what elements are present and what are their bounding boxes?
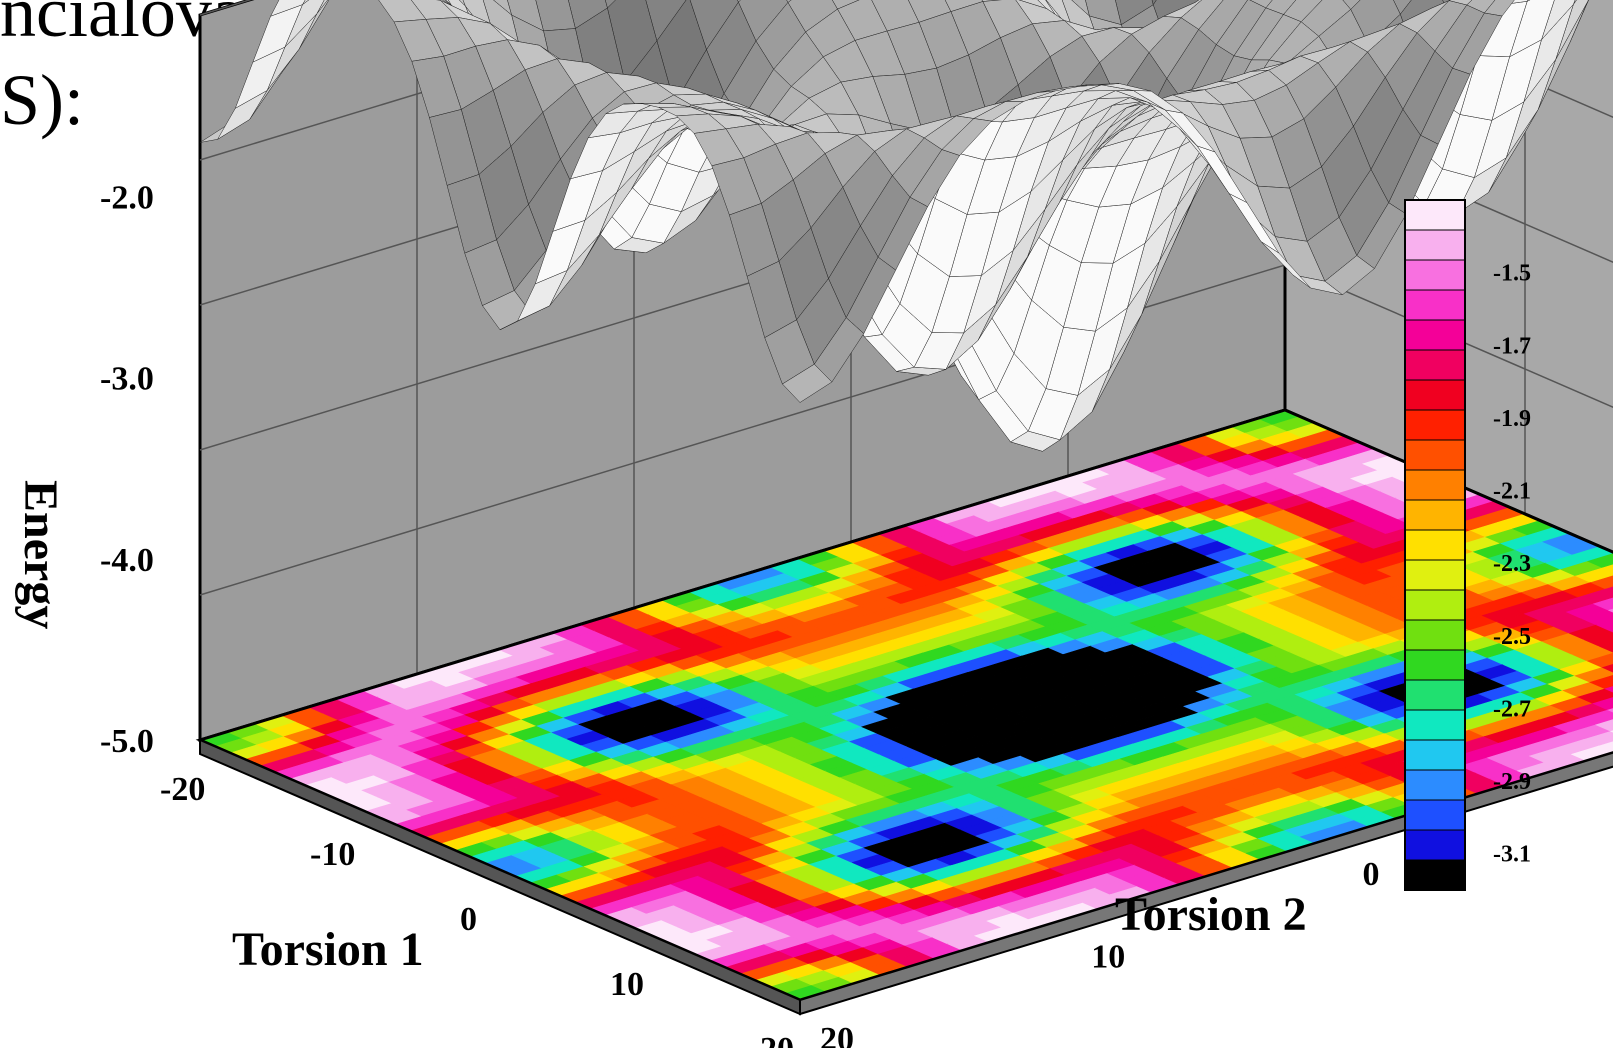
x-tick-label: 20 bbox=[760, 1031, 794, 1048]
x-tick-label: 10 bbox=[610, 966, 644, 1003]
floor-cell bbox=[1595, 619, 1613, 632]
colorbar-tick-label: -1.9 bbox=[1493, 406, 1531, 432]
floor-cell bbox=[1574, 667, 1613, 683]
floor-cell bbox=[1574, 567, 1613, 583]
colorbar-segment bbox=[1404, 409, 1466, 441]
colorbar-segment bbox=[1404, 289, 1466, 321]
colorbar-tick-label: -2.3 bbox=[1493, 551, 1531, 577]
floor-cell bbox=[1604, 686, 1613, 693]
floor-cell bbox=[1589, 575, 1613, 590]
y-tick-label: 20 bbox=[820, 1021, 854, 1048]
colorbar-tick-label: -1.5 bbox=[1493, 261, 1531, 287]
floor-cell bbox=[1604, 586, 1613, 593]
z-tick-label: -3.0 bbox=[100, 361, 154, 398]
ylabel-torsion-2: Torsion 2 bbox=[1115, 888, 1307, 941]
colorbar-segment bbox=[1404, 769, 1466, 801]
floor-cell bbox=[1598, 641, 1613, 653]
axis-labels: Torsion 1 Torsion 2 Energy bbox=[14, 480, 1307, 976]
floor-cell bbox=[1592, 697, 1613, 711]
colorbar-segment bbox=[1404, 319, 1466, 351]
floor-cell bbox=[1589, 674, 1613, 690]
colorbar-tick-label: -2.1 bbox=[1493, 479, 1531, 505]
colorbar-segment bbox=[1404, 619, 1466, 651]
colorbar-segment bbox=[1404, 499, 1466, 531]
colorbar-segment bbox=[1404, 199, 1466, 231]
surface-cell bbox=[604, 0, 616, 9]
colorbar-frame bbox=[1404, 199, 1466, 891]
colorbar-tick-label: -1.7 bbox=[1493, 333, 1531, 359]
colorbar-segment bbox=[1404, 859, 1466, 891]
floor-cell bbox=[1570, 745, 1613, 762]
floor-cell bbox=[1587, 553, 1613, 569]
zlabel-energy: Energy bbox=[14, 480, 67, 629]
colorbar-segment bbox=[1404, 589, 1466, 621]
floor-cell bbox=[1577, 588, 1613, 605]
colorbar-segment bbox=[1404, 229, 1466, 261]
y-tick-label: 10 bbox=[1091, 939, 1125, 976]
floor-cell bbox=[1607, 608, 1613, 613]
surface-cell bbox=[782, 363, 833, 403]
energy-surface bbox=[199, 0, 1589, 452]
colorbar-segment bbox=[1404, 649, 1466, 681]
z-tick-label: -5.0 bbox=[100, 723, 154, 760]
floor-cell bbox=[1583, 631, 1613, 647]
floor-cell bbox=[1586, 652, 1613, 668]
colorbar-segment bbox=[1404, 709, 1466, 741]
floor-cell bbox=[1580, 709, 1613, 726]
x-tick-label: -20 bbox=[160, 771, 205, 808]
x-tick-label: 0 bbox=[460, 901, 477, 938]
colorbar: -1.5 -1.7 -1.9 -2.1 -2.3 -2.5 -2.7 -2.9 -3.1 bbox=[1404, 199, 1531, 891]
colorbar-segment bbox=[1404, 529, 1466, 561]
floor-cell bbox=[1595, 719, 1613, 732]
floor-cell bbox=[1580, 609, 1613, 626]
floor-cell bbox=[1572, 546, 1613, 562]
colorbar-segment bbox=[1404, 559, 1466, 591]
colorbar-segment bbox=[1404, 439, 1466, 471]
surface-cell bbox=[1573, 0, 1577, 5]
colorbar-segment bbox=[1404, 799, 1466, 831]
colorbar-segment bbox=[1404, 469, 1466, 501]
xlabel-torsion-1: Torsion 1 bbox=[232, 923, 424, 976]
z-tick-label: -4.0 bbox=[100, 542, 154, 579]
floor-cell bbox=[1592, 597, 1613, 611]
floor-cell bbox=[1601, 663, 1613, 673]
surface-cell bbox=[270, 0, 306, 17]
colorbar-segment bbox=[1404, 379, 1466, 411]
floor-cell bbox=[1607, 708, 1613, 713]
z-tick-label: -2.0 bbox=[100, 179, 154, 216]
colorbar-segment bbox=[1404, 349, 1466, 381]
surface-cell bbox=[831, 0, 860, 10]
colorbar-segment bbox=[1404, 679, 1466, 711]
colorbar-segment bbox=[1404, 739, 1466, 771]
y-tick-label: 0 bbox=[1363, 856, 1380, 893]
floor-cell bbox=[1582, 730, 1613, 747]
floor-cell bbox=[1610, 730, 1613, 733]
surface-cell bbox=[316, 0, 328, 14]
surface-cell bbox=[302, 0, 310, 5]
colorbar-tick-label: -2.7 bbox=[1493, 696, 1531, 722]
colorbar-segment bbox=[1404, 829, 1466, 861]
colorbar-segment bbox=[1404, 259, 1466, 291]
floor-cell bbox=[1571, 645, 1613, 662]
colorbar-tick-label: -2.5 bbox=[1493, 624, 1531, 650]
x-tick-label: -10 bbox=[310, 836, 355, 873]
floor-cell bbox=[1597, 741, 1613, 753]
colorbar-tick-label: -3.1 bbox=[1493, 842, 1531, 868]
colorbar-tick-label: -2.9 bbox=[1493, 769, 1531, 795]
